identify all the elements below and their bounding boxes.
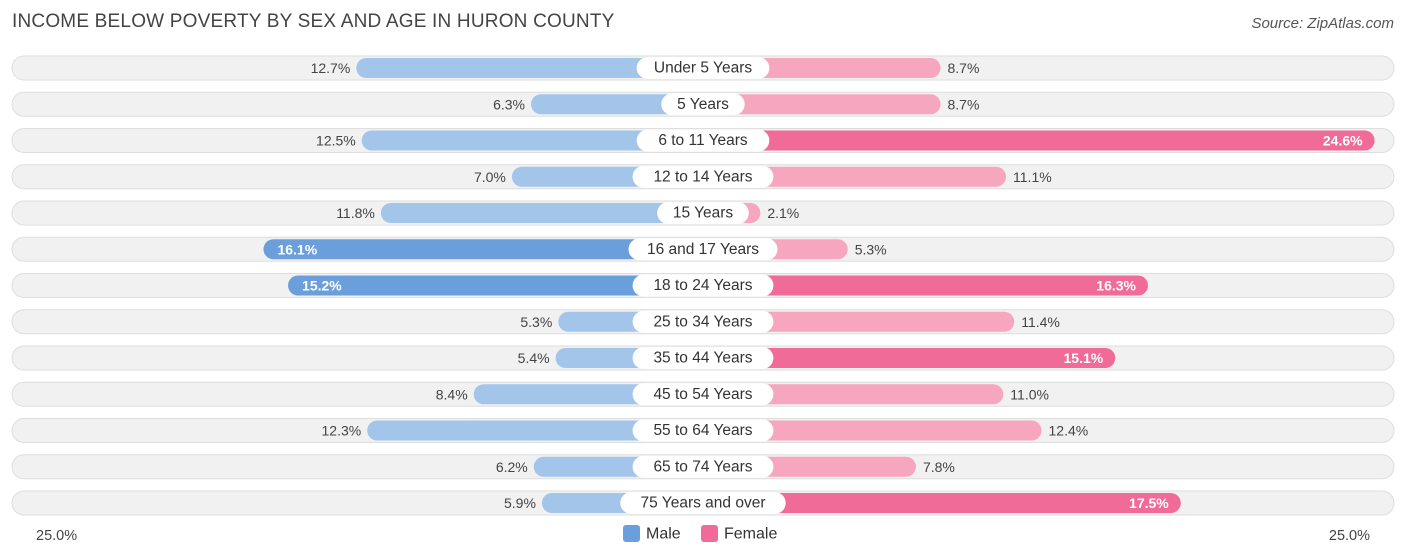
female-bar (703, 166, 1007, 187)
category-label: 6 to 11 Years (658, 132, 748, 149)
category-pill (620, 492, 786, 514)
legend-male-swatch (623, 525, 640, 542)
category-pill (632, 455, 774, 478)
female-value-label: 11.1% (1013, 169, 1052, 185)
female-value-label: 8.7% (948, 96, 980, 112)
female-bar (703, 348, 1116, 368)
category-pill (632, 274, 774, 297)
male-value-label: 8.4% (436, 386, 468, 402)
category-label: 15 Years (673, 205, 734, 222)
male-value-label: 6.2% (496, 459, 528, 475)
male-value-label: 12.7% (311, 60, 351, 76)
female-bar (703, 384, 1004, 405)
chart-source: Source: ZipAtlas.com (1251, 15, 1394, 32)
category-label: Under 5 Years (654, 60, 752, 77)
male-value-label: 15.2% (302, 278, 342, 294)
male-value-label: 7.0% (474, 169, 506, 185)
male-bar (531, 94, 703, 115)
category-label: 65 to 74 Years (653, 458, 752, 475)
category-pill (628, 238, 778, 261)
male-bar (361, 130, 703, 151)
male-bar (263, 239, 703, 260)
category-label: 45 to 54 Years (653, 386, 752, 403)
male-value-label: 5.3% (520, 314, 552, 330)
male-value-label: 16.1% (277, 241, 317, 257)
category-label: 55 to 64 Years (653, 422, 752, 439)
female-value-label: 24.6% (1323, 133, 1363, 149)
female-value-label: 11.0% (1010, 386, 1049, 402)
female-bar (703, 94, 941, 115)
male-value-label: 6.3% (493, 96, 525, 112)
legend-female-swatch (701, 525, 718, 542)
category-label: 16 and 17 Years (647, 241, 759, 258)
female-value-label: 11.4% (1021, 314, 1060, 330)
category-label: 75 Years and over (641, 495, 766, 512)
category-pill (632, 383, 774, 406)
male-value-label: 5.9% (504, 495, 536, 511)
category-label: 12 to 14 Years (653, 168, 752, 185)
female-value-label: 7.8% (923, 459, 955, 475)
male-value-label: 12.5% (316, 133, 356, 149)
female-value-label: 15.1% (1064, 350, 1104, 366)
category-label: 25 to 34 Years (653, 313, 752, 330)
axis-right-label: 25.0% (1329, 528, 1370, 544)
male-bar (367, 420, 703, 441)
female-bar (703, 420, 1042, 441)
chart-title: INCOME BELOW POVERTY BY SEX AND AGE IN H… (12, 11, 615, 32)
category-label: 35 to 44 Years (653, 350, 752, 367)
female-value-label: 2.1% (767, 205, 799, 221)
male-bar (356, 58, 703, 78)
male-value-label: 11.8% (336, 205, 375, 221)
female-bar (703, 275, 1148, 296)
female-value-label: 8.7% (948, 60, 980, 76)
female-value-label: 16.3% (1096, 278, 1136, 294)
category-pill (636, 57, 770, 79)
category-pill (632, 419, 774, 442)
category-pill (636, 129, 770, 152)
female-bar (703, 493, 1181, 513)
legend-male-label: Male (646, 526, 681, 543)
male-value-label: 5.4% (518, 350, 550, 366)
category-label: 5 Years (677, 96, 729, 113)
category-pill (661, 93, 745, 116)
female-bar (703, 130, 1375, 151)
legend-female-label: Female (724, 526, 777, 543)
category-pill (632, 310, 774, 333)
category-pill (632, 165, 774, 188)
category-pill (632, 347, 774, 369)
female-bar (703, 311, 1015, 332)
category-label: 18 to 24 Years (653, 277, 752, 294)
axis-left-label: 25.0% (36, 528, 77, 544)
male-bar (288, 275, 703, 296)
female-value-label: 5.3% (855, 241, 887, 257)
male-bar (380, 203, 703, 223)
male-value-label: 12.3% (322, 423, 362, 439)
female-value-label: 17.5% (1129, 495, 1169, 511)
category-pill (657, 202, 749, 224)
female-value-label: 12.4% (1049, 423, 1089, 439)
